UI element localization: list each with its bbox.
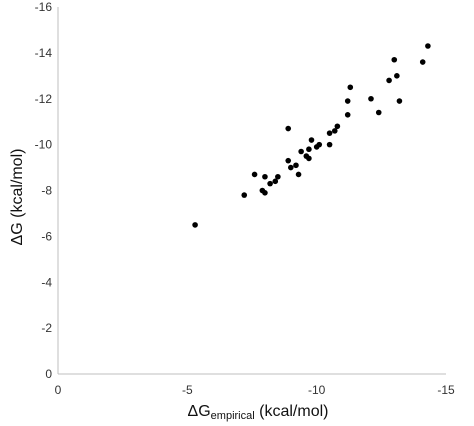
data-point [298,148,304,155]
data-point [419,59,426,65]
data-point [326,130,333,136]
data-point [425,43,431,49]
y-tick-label: -6 [41,229,52,243]
x-axis-title-unit: (kcal/mol) [255,403,329,420]
x-tick-label: 0 [55,383,62,397]
data-point [262,173,268,180]
data-point [334,123,341,130]
data-point [344,98,351,104]
data-point [285,157,292,164]
data-point [192,222,198,228]
y-tick-label: -2 [41,321,52,335]
y-tick-label: -16 [35,0,53,14]
x-tick-labels: 0 -5 -10 -15 [55,383,455,397]
data-point [275,173,281,180]
data-point [347,84,354,91]
y-tick-label: 0 [45,367,52,381]
x-axis-title-subscript: empirical [211,410,255,422]
x-tick-label: -10 [308,383,326,397]
data-point [394,73,400,79]
y-tick-label: -10 [35,138,53,152]
data-point [391,56,398,63]
data-points [192,43,431,228]
data-point [396,98,403,104]
y-tick-label: -4 [41,275,52,289]
data-point [308,137,315,143]
x-tick-label: -15 [437,383,455,397]
data-point [288,164,294,171]
data-point [251,171,258,178]
data-point [326,141,333,148]
y-tick-labels: 0 -2 -4 -6 -8 -10 -12 -14 -16 [35,0,53,381]
data-point [375,109,382,116]
data-point [368,95,374,102]
data-point [267,180,273,187]
data-point [241,192,248,198]
y-tick-label: -12 [35,92,53,106]
data-point [306,146,312,153]
x-axis-title-main: ΔG [188,403,211,420]
data-point [285,125,292,132]
y-axis-title: ΔG (kcal/mol) [9,149,26,246]
data-point [316,141,323,148]
x-tick-label: -5 [182,383,193,397]
data-point [262,189,268,196]
x-axis-title: ΔGempirical (kcal/mol) [188,403,329,422]
data-point [306,155,312,162]
y-tick-label: -8 [41,184,52,198]
data-point [386,77,392,84]
data-point [344,112,351,118]
data-point [293,162,299,169]
data-point [331,128,338,134]
data-point [295,171,302,178]
y-tick-label: -14 [35,46,53,60]
data-point [272,178,279,185]
